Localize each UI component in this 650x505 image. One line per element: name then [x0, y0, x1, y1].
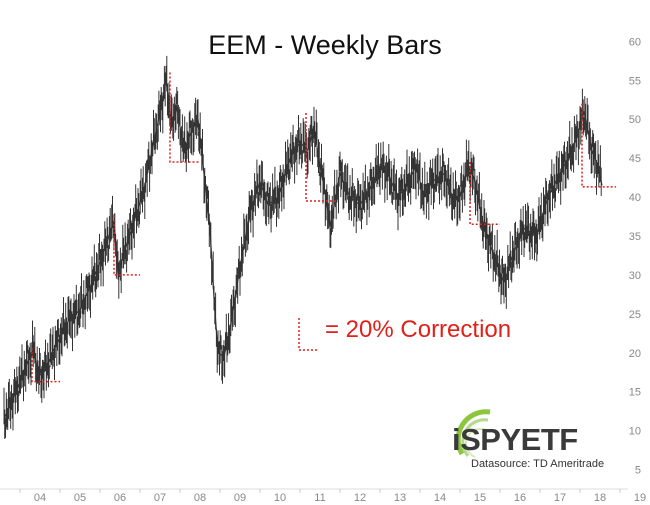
correction-marker: [581, 103, 616, 188]
y-tick-label: 60: [629, 36, 641, 48]
y-tick-label: 30: [629, 270, 641, 282]
chart-title: EEM - Weekly Bars: [208, 30, 442, 60]
correction-marker: [169, 72, 200, 163]
y-tick-label: 20: [629, 348, 641, 360]
x-tick-label: 14: [434, 492, 446, 504]
y-tick-label: 10: [629, 426, 641, 438]
x-tick-label: 13: [394, 492, 406, 504]
x-tick-label: 18: [594, 492, 606, 504]
data-source: Datasource: TD Ameritrade: [471, 458, 605, 470]
x-tick-label: 06: [114, 492, 126, 504]
x-tick-label: 16: [514, 492, 526, 504]
x-tick-label: 15: [474, 492, 486, 504]
correction-marker: [113, 215, 140, 276]
x-tick-label: 17: [554, 492, 566, 504]
weekly-bars: [3, 55, 602, 439]
correction-markers: [31, 72, 616, 383]
x-tick-label: 11: [314, 492, 325, 504]
correction-marker: [305, 113, 338, 202]
logo-radar-icon: [455, 409, 491, 458]
x-tick-label: 10: [274, 492, 286, 504]
x-tick-label: 04: [34, 492, 46, 504]
correction-marker: [31, 348, 60, 383]
x-tick-label: 09: [234, 492, 246, 504]
x-tick-label: 19: [634, 492, 646, 504]
logo-wordmark: iSPYETF: [452, 422, 578, 457]
y-tick-label: 35: [629, 231, 641, 243]
correction-marker: [469, 162, 500, 226]
legend-correction-marker: [298, 318, 319, 351]
y-tick-label: 40: [629, 192, 641, 204]
y-tick-label: 15: [629, 387, 641, 399]
y-tick-label: 5: [635, 465, 641, 477]
y-tick-label: 50: [629, 114, 641, 126]
y-axis: 5 10 15 20 25 30 35 40 45 50 55 60: [629, 36, 641, 476]
x-tick-label: 12: [354, 492, 366, 504]
y-tick-label: 55: [629, 75, 641, 87]
x-tick-label: 07: [154, 492, 166, 504]
legend: = 20% Correction: [295, 316, 511, 352]
price-series: [3, 55, 603, 439]
legend-label: = 20% Correction: [325, 316, 512, 343]
x-tick-label: 05: [74, 492, 86, 504]
ispyetf-logo: iSPYETF Datasource: TD Ameritrade: [448, 402, 618, 474]
y-tick-label: 25: [629, 309, 641, 321]
x-tick-label: 08: [194, 492, 206, 504]
x-axis: 04 05 06 07 08 09 10 11 12 13 14 15 16 17 18 19: [19, 489, 646, 504]
y-tick-label: 45: [629, 153, 641, 165]
